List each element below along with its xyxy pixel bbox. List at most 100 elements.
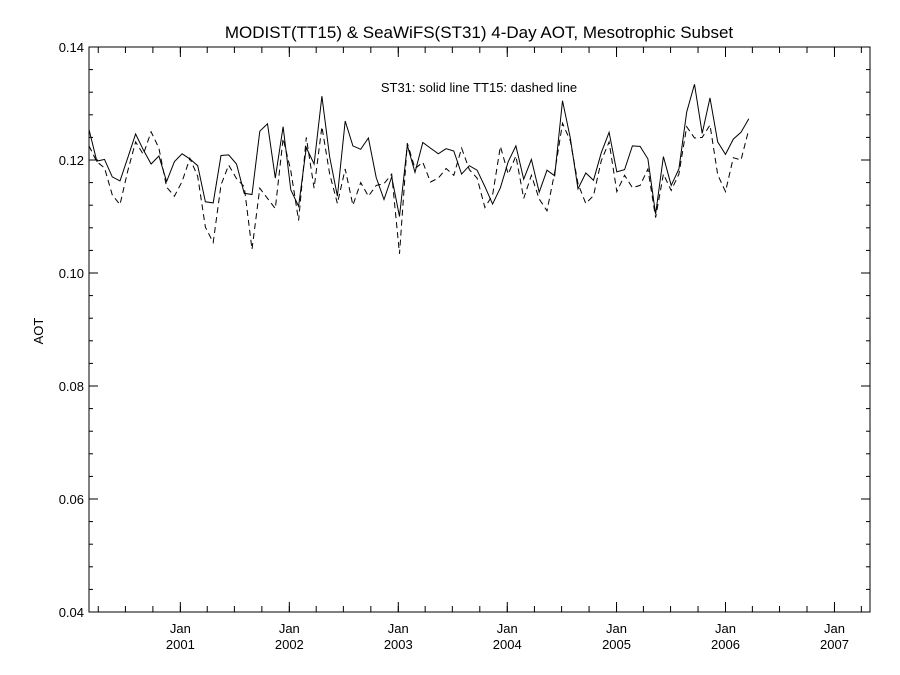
data-point-tt15 xyxy=(344,168,347,171)
data-point-st31 xyxy=(320,95,323,98)
data-point-st31 xyxy=(196,164,199,167)
data-point-st31 xyxy=(150,163,153,166)
data-point-tt15 xyxy=(390,173,393,176)
data-point-st31 xyxy=(584,172,587,175)
data-point-tt15 xyxy=(460,147,463,150)
data-point-tt15 xyxy=(600,159,603,162)
data-point-tt15 xyxy=(328,172,331,175)
data-point-tt15 xyxy=(220,183,223,186)
data-point-st31 xyxy=(173,160,176,163)
data-point-st31 xyxy=(639,145,642,148)
data-point-st31 xyxy=(483,185,486,188)
data-point-tt15 xyxy=(266,197,269,200)
data-point-st31 xyxy=(514,144,517,147)
data-point-tt15 xyxy=(522,197,525,200)
x-tick-label-year: 2004 xyxy=(493,637,522,652)
data-point-st31 xyxy=(204,200,207,203)
data-point-st31 xyxy=(724,153,727,156)
data-point-tt15 xyxy=(165,186,168,189)
data-point-tt15 xyxy=(662,173,665,176)
data-point-tt15 xyxy=(608,140,611,143)
data-point-st31 xyxy=(212,201,215,204)
data-point-tt15 xyxy=(437,177,440,180)
data-point-st31 xyxy=(289,188,292,191)
data-point-tt15 xyxy=(320,125,323,128)
plot-frame xyxy=(88,46,871,613)
data-point-tt15 xyxy=(421,161,424,164)
data-point-st31 xyxy=(181,152,184,155)
data-point-st31 xyxy=(538,191,541,194)
data-point-tt15 xyxy=(747,128,750,131)
data-point-st31 xyxy=(530,158,533,161)
data-point-tt15 xyxy=(414,167,417,170)
data-point-st31 xyxy=(88,128,91,131)
legend-annotation: ST31: solid line TT15: dashed line xyxy=(381,80,577,95)
data-point-st31 xyxy=(367,137,370,140)
data-point-st31 xyxy=(662,155,665,158)
data-point-st31 xyxy=(522,178,525,181)
data-point-st31 xyxy=(328,155,331,158)
data-point-tt15 xyxy=(111,194,114,197)
data-point-st31 xyxy=(631,144,634,147)
data-point-tt15 xyxy=(445,167,448,170)
data-point-tt15 xyxy=(623,174,626,177)
data-point-st31 xyxy=(421,141,424,144)
data-point-tt15 xyxy=(569,139,572,142)
data-point-tt15 xyxy=(258,187,261,190)
data-point-tt15 xyxy=(701,136,704,139)
data-point-st31 xyxy=(747,117,750,120)
data-point-tt15 xyxy=(181,180,184,183)
data-point-tt15 xyxy=(406,142,409,145)
data-point-tt15 xyxy=(483,206,486,209)
data-point-st31 xyxy=(266,122,269,125)
data-point-tt15 xyxy=(243,185,246,188)
x-tick-label-month: Jan xyxy=(497,621,518,636)
data-point-st31 xyxy=(375,176,378,179)
data-point-tt15 xyxy=(553,171,556,174)
data-point-st31 xyxy=(235,163,238,166)
data-point-tt15 xyxy=(592,194,595,197)
data-point-st31 xyxy=(414,171,417,174)
data-point-st31 xyxy=(561,99,564,102)
x-tick-label-year: 2007 xyxy=(820,637,849,652)
y-tick-label: 0.06 xyxy=(59,492,84,507)
data-point-tt15 xyxy=(546,209,549,212)
data-point-st31 xyxy=(359,148,362,151)
data-point-tt15 xyxy=(351,204,354,207)
data-point-tt15 xyxy=(639,184,642,187)
x-tick-label-month: Jan xyxy=(279,621,300,636)
data-point-st31 xyxy=(507,160,510,163)
data-point-tt15 xyxy=(499,145,502,148)
data-point-tt15 xyxy=(313,187,316,190)
data-point-st31 xyxy=(608,131,611,134)
y-tick-label: 0.04 xyxy=(59,605,84,620)
data-point-tt15 xyxy=(188,157,191,160)
data-point-st31 xyxy=(445,147,448,150)
data-point-tt15 xyxy=(305,136,308,139)
data-point-st31 xyxy=(670,184,673,187)
data-point-tt15 xyxy=(367,195,370,198)
data-point-st31 xyxy=(468,164,471,167)
x-tick-label-month: Jan xyxy=(388,621,409,636)
data-point-st31 xyxy=(499,186,502,189)
data-point-tt15 xyxy=(297,219,300,222)
x-tick-label-year: 2005 xyxy=(602,637,631,652)
x-tick-label-month: Jan xyxy=(170,621,191,636)
data-point-tt15 xyxy=(126,169,129,172)
axes-group: 0.040.060.080.100.120.14Jan2001Jan2002Ja… xyxy=(59,40,870,652)
data-point-tt15 xyxy=(732,156,735,159)
data-point-tt15 xyxy=(375,184,378,187)
data-point-st31 xyxy=(429,147,432,150)
x-tick-label-year: 2003 xyxy=(384,637,413,652)
data-point-tt15 xyxy=(157,147,160,150)
data-point-st31 xyxy=(134,133,137,136)
data-point-st31 xyxy=(600,151,603,154)
data-point-st31 xyxy=(693,83,696,86)
data-point-tt15 xyxy=(724,190,727,193)
data-point-tt15 xyxy=(514,155,517,158)
y-tick-label: 0.14 xyxy=(59,40,84,55)
data-point-st31 xyxy=(491,203,494,206)
data-point-st31 xyxy=(685,111,688,114)
data-point-st31 xyxy=(282,125,285,128)
